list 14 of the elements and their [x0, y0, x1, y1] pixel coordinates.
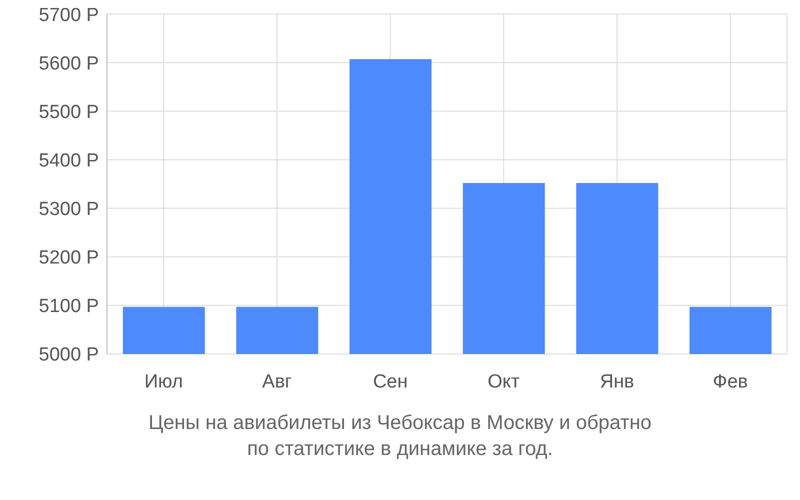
- x-tick-label: Фев: [712, 371, 748, 392]
- y-tick-label: 5300 Р: [38, 199, 99, 220]
- y-tick-label: 5100 Р: [38, 296, 99, 318]
- y-tick-label: 5500 Р: [38, 102, 99, 123]
- x-tick-label: Окт: [488, 371, 520, 392]
- y-tick-label: 5000 Р: [38, 344, 99, 366]
- x-tick-label: Авг: [262, 371, 292, 392]
- y-tick-label: 5400 Р: [38, 150, 99, 172]
- x-tick-label: Сен: [372, 371, 408, 392]
- y-tick-label: 5200 Р: [38, 248, 99, 269]
- y-tick-label: 5600 Р: [38, 53, 99, 74]
- x-tick-label: Июл: [144, 371, 183, 392]
- text: Цены на авиабилеты из Чебоксар в Москву и обратно по статистике в динамике за год.: [147, 411, 653, 462]
- x-tick-label: Янв: [600, 371, 634, 392]
